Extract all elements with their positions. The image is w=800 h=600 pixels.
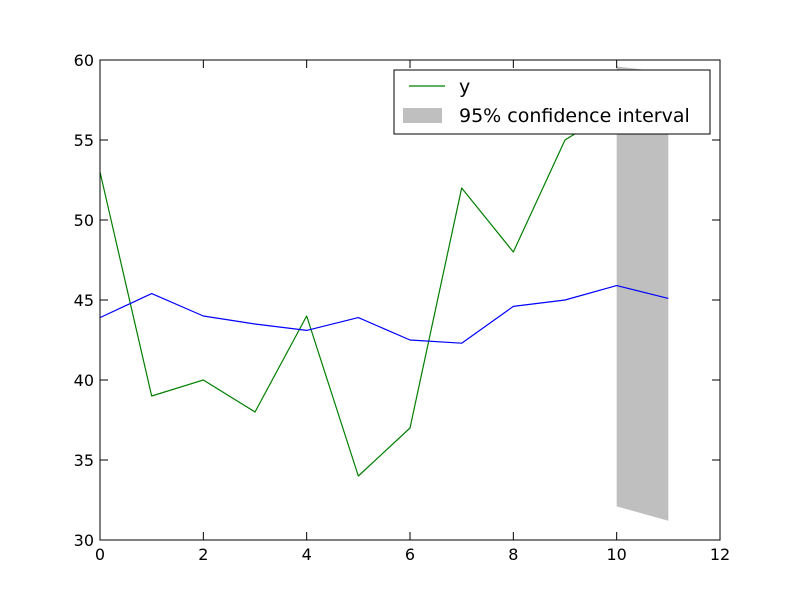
confidence-interval-band bbox=[616, 66, 669, 521]
y-tick-label: 40 bbox=[74, 371, 94, 390]
plot-area bbox=[100, 66, 669, 521]
y-tick-label: 50 bbox=[74, 211, 94, 230]
x-tick-label: 4 bbox=[302, 545, 312, 564]
legend-label-y: y bbox=[459, 76, 470, 98]
y-tick-label: 45 bbox=[74, 291, 94, 310]
x-tick-label: 6 bbox=[405, 545, 415, 564]
legend-label-confidence-interval: 95% confidence interval bbox=[459, 105, 690, 127]
series-line-series-1 bbox=[100, 285, 669, 344]
y-tick-label: 35 bbox=[74, 451, 94, 470]
x-tick-label: 12 bbox=[710, 545, 730, 564]
axis-ticks: 0 2 4 6 8 10 12 30 35 40 45 50 55 60 bbox=[74, 51, 731, 564]
x-tick-label: 10 bbox=[606, 545, 626, 564]
legend-box bbox=[393, 69, 711, 135]
y-tick-label: 60 bbox=[74, 51, 94, 70]
x-tick-label: 0 bbox=[95, 545, 105, 564]
x-tick-label: 2 bbox=[198, 545, 208, 564]
y-tick-label: 55 bbox=[74, 131, 94, 150]
y-tick-label: 30 bbox=[74, 531, 94, 550]
legend: y 95% confidence interval bbox=[393, 69, 711, 135]
x-tick-label: 8 bbox=[508, 545, 518, 564]
series-line-y bbox=[100, 75, 669, 477]
legend-fill-swatch bbox=[403, 108, 442, 123]
